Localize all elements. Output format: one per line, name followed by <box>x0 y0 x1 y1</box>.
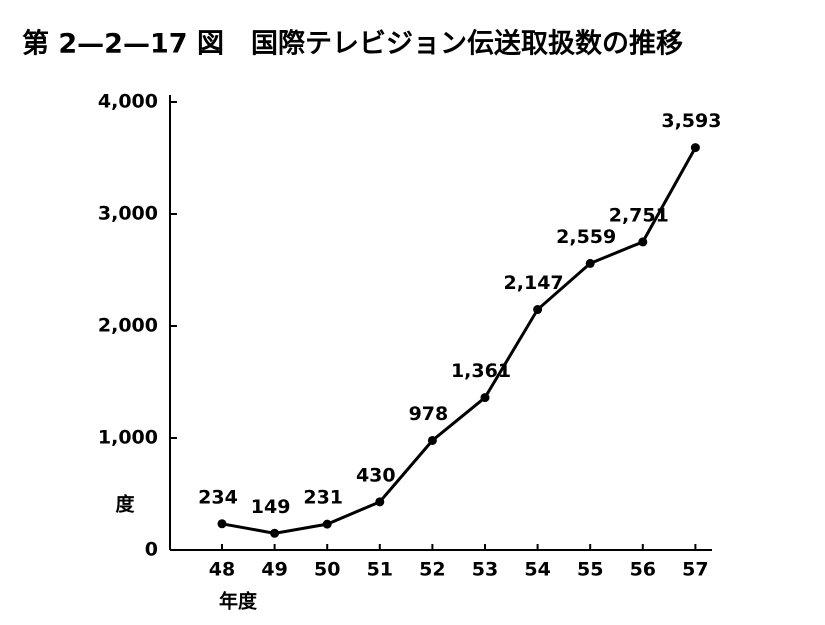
data-point <box>690 143 700 153</box>
value-label: 234 <box>198 486 238 508</box>
x-tick-label: 50 <box>314 559 340 581</box>
y-tick-label: 3,000 <box>98 203 158 225</box>
value-label: 978 <box>409 403 449 425</box>
y-tick-label: 4,000 <box>98 91 158 113</box>
value-label: 149 <box>251 496 291 518</box>
value-label: 2,559 <box>556 226 616 248</box>
x-tick-label: 57 <box>682 559 708 581</box>
value-label: 2,751 <box>609 204 669 226</box>
x-tick-label: 49 <box>261 559 287 581</box>
x-tick-label: 55 <box>577 559 603 581</box>
y-tick-label: 0 <box>145 539 158 561</box>
x-tick-label: 52 <box>419 559 445 581</box>
x-tick-label: 56 <box>630 559 656 581</box>
data-point <box>480 393 490 403</box>
value-label: 430 <box>356 464 396 486</box>
data-line <box>221 146 697 535</box>
x-tick-label: 48 <box>209 559 235 581</box>
x-tick-label: 53 <box>472 559 498 581</box>
data-point <box>533 305 543 315</box>
data-point <box>427 435 437 445</box>
value-label: 231 <box>303 487 343 509</box>
y-tick-label: 2,000 <box>98 315 158 337</box>
data-point <box>375 497 385 507</box>
y-axis-label: 度 <box>115 493 135 516</box>
y-tick-label: 1,000 <box>98 427 158 449</box>
data-point <box>638 237 648 247</box>
data-point <box>217 519 227 529</box>
data-point <box>585 258 595 268</box>
value-label: 1,361 <box>451 360 511 382</box>
data-point <box>270 528 280 538</box>
x-axis-label: 年度 <box>219 590 258 613</box>
x-tick-label: 51 <box>367 559 393 581</box>
value-label: 3,593 <box>661 110 721 132</box>
value-label: 2,147 <box>504 272 564 294</box>
x-tick-label: 54 <box>524 559 550 581</box>
chart-title: 第 2—2—17 図 国際テレビジョン伝送取扱数の推移 <box>22 28 683 60</box>
data-point <box>322 519 332 529</box>
